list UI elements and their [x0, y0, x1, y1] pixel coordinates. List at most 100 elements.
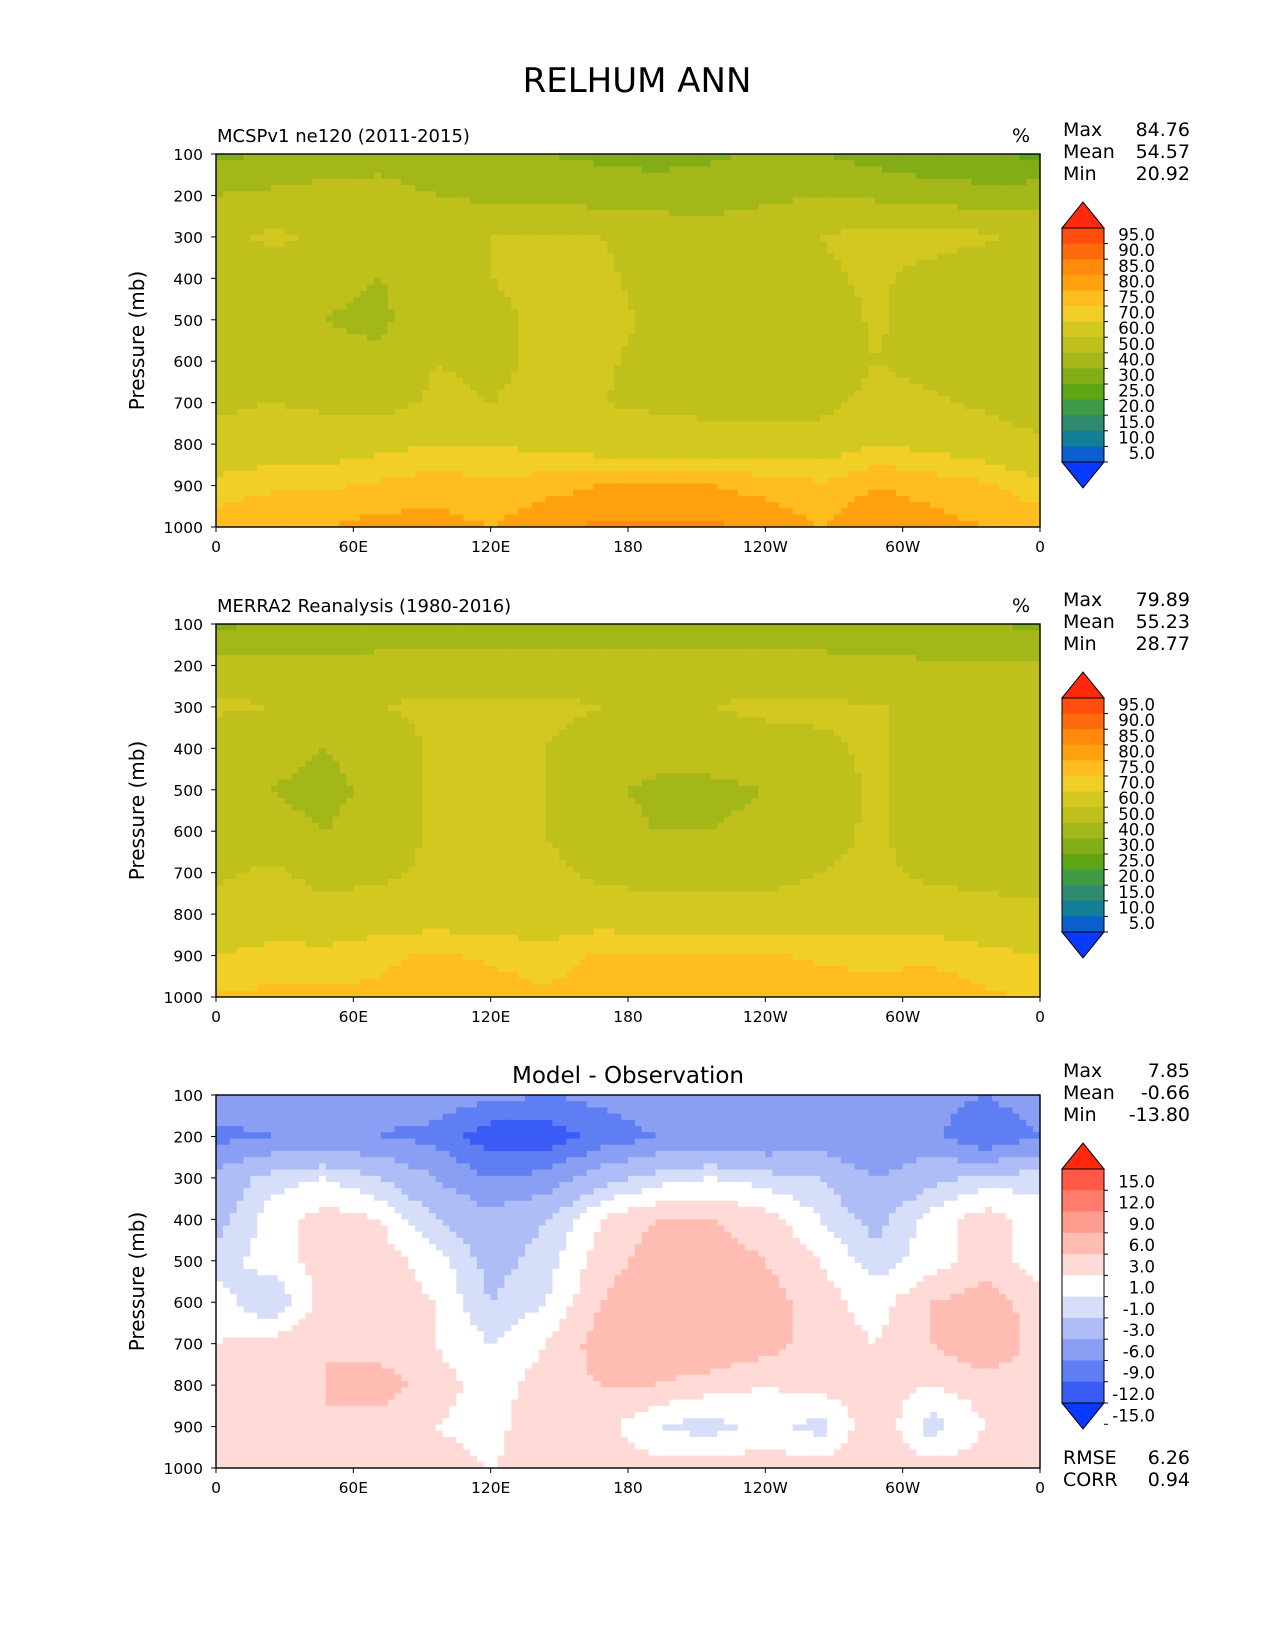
field-cell	[648, 296, 657, 304]
field-cell	[456, 241, 464, 248]
field-cell	[325, 396, 334, 404]
field-cell	[634, 209, 643, 217]
field-cell	[1026, 241, 1034, 248]
field-cell	[353, 303, 361, 311]
field-cell	[861, 166, 869, 174]
field-cell	[628, 346, 636, 354]
field-cell	[476, 284, 485, 292]
field-cell	[607, 203, 615, 211]
field-cell	[573, 278, 581, 286]
field-cell	[360, 377, 368, 385]
field-cell	[689, 259, 698, 267]
field-cell	[943, 228, 952, 236]
field-cell	[840, 365, 849, 373]
field-cell	[380, 296, 389, 304]
field-cell	[648, 278, 657, 286]
field-cell	[339, 396, 348, 404]
field-cell	[628, 290, 636, 298]
field-cell	[483, 247, 492, 255]
field-cell	[257, 234, 265, 242]
field-cell	[641, 278, 650, 286]
field-cell	[696, 203, 705, 211]
field-cell	[655, 365, 663, 373]
field-cell	[676, 222, 684, 230]
field-cell	[854, 191, 863, 199]
field-cell	[765, 265, 773, 273]
field-cell	[511, 340, 519, 348]
field-cell	[1012, 191, 1020, 199]
field-cell	[312, 278, 320, 286]
field-cell	[628, 296, 636, 304]
field-cell	[573, 272, 581, 279]
field-cell	[552, 185, 560, 192]
field-cell	[820, 296, 828, 304]
field-cell	[250, 309, 258, 317]
field-cell	[744, 340, 753, 348]
field-cell	[621, 384, 629, 391]
field-cell	[216, 228, 224, 236]
field-cell	[525, 216, 533, 223]
field-cell	[985, 340, 993, 348]
field-cell	[373, 359, 382, 366]
field-cell	[222, 160, 231, 168]
field-cell	[978, 371, 986, 379]
field-cell	[998, 346, 1007, 354]
field-cell	[518, 278, 526, 286]
field-cell	[305, 315, 313, 323]
field-cell	[216, 247, 224, 255]
field-cell	[1019, 303, 1027, 311]
field-cell	[270, 359, 279, 366]
field-cell	[978, 328, 986, 335]
field-cell	[923, 222, 931, 230]
field-cell	[456, 234, 464, 242]
field-cell	[408, 359, 416, 366]
field-cell	[435, 222, 444, 230]
field-cell	[662, 396, 670, 404]
field-cell	[415, 253, 423, 261]
field-cell	[476, 303, 485, 311]
field-cell	[689, 284, 698, 292]
field-cell	[717, 197, 725, 205]
field-cell	[648, 352, 657, 360]
field-cell	[909, 321, 917, 329]
field-cell	[511, 278, 519, 286]
field-cell	[250, 259, 258, 267]
field-cell	[895, 253, 904, 261]
field-cell	[387, 154, 396, 161]
field-cell	[428, 396, 437, 404]
field-cell	[779, 334, 787, 342]
field-cell	[456, 265, 464, 273]
field-cell	[902, 222, 911, 230]
field-cell	[703, 234, 711, 242]
field-cell	[449, 216, 457, 223]
field-cell	[476, 371, 485, 379]
field-cell	[662, 390, 670, 398]
field-cell	[236, 272, 245, 279]
field-cell	[380, 247, 389, 255]
field-cell	[943, 203, 952, 211]
field-cell	[325, 328, 334, 335]
field-cell	[888, 402, 897, 410]
field-cell	[744, 290, 753, 298]
field-cell	[854, 371, 863, 379]
field-cell	[476, 265, 485, 273]
field-cell	[1005, 346, 1014, 354]
field-cell	[243, 253, 251, 261]
field-cell	[614, 396, 622, 404]
field-cell	[923, 309, 931, 317]
field-cell	[621, 185, 629, 192]
field-cell	[628, 253, 636, 261]
field-cell	[943, 185, 952, 192]
field-cell	[868, 259, 876, 267]
field-cell	[634, 303, 643, 311]
field-cell	[497, 371, 505, 379]
field-cell	[888, 247, 897, 255]
field-cell	[840, 290, 849, 298]
field-cell	[579, 154, 588, 161]
field-cell	[868, 154, 876, 161]
field-cell	[834, 222, 842, 230]
field-cell	[346, 241, 354, 248]
field-cell	[298, 334, 306, 342]
field-cell	[916, 178, 924, 186]
field-cell	[531, 390, 540, 398]
